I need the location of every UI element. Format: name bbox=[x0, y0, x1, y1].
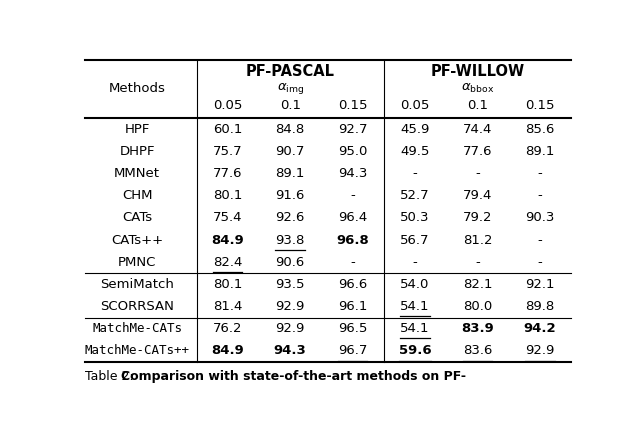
Text: 81.2: 81.2 bbox=[463, 234, 492, 247]
Text: $\alpha_\mathrm{bbox}$: $\alpha_\mathrm{bbox}$ bbox=[461, 82, 494, 95]
Text: 84.9: 84.9 bbox=[211, 344, 244, 357]
Text: 54.1: 54.1 bbox=[400, 300, 429, 313]
Text: 91.6: 91.6 bbox=[275, 189, 305, 202]
Text: Methods: Methods bbox=[109, 82, 166, 95]
Text: 92.7: 92.7 bbox=[338, 123, 367, 136]
Text: HPF: HPF bbox=[124, 123, 150, 136]
Text: 90.6: 90.6 bbox=[276, 256, 305, 269]
Text: 0.1: 0.1 bbox=[467, 99, 488, 112]
Text: 93.5: 93.5 bbox=[275, 278, 305, 291]
Text: 92.9: 92.9 bbox=[275, 322, 305, 335]
Text: 84.9: 84.9 bbox=[211, 234, 244, 247]
Text: 60.1: 60.1 bbox=[213, 123, 243, 136]
Text: CHM: CHM bbox=[122, 189, 152, 202]
Text: PF-WILLOW: PF-WILLOW bbox=[430, 64, 525, 79]
Text: 83.9: 83.9 bbox=[461, 322, 494, 335]
Text: 74.4: 74.4 bbox=[463, 123, 492, 136]
Text: $\alpha_\mathrm{img}$: $\alpha_\mathrm{img}$ bbox=[276, 81, 304, 96]
Text: 96.1: 96.1 bbox=[338, 300, 367, 313]
Text: 0.1: 0.1 bbox=[280, 99, 301, 112]
Text: -: - bbox=[413, 256, 417, 269]
Text: 75.4: 75.4 bbox=[213, 211, 243, 224]
Text: -: - bbox=[538, 256, 542, 269]
Text: 80.0: 80.0 bbox=[463, 300, 492, 313]
Text: PF-PASCAL: PF-PASCAL bbox=[246, 64, 335, 79]
Text: -: - bbox=[350, 189, 355, 202]
Text: 96.6: 96.6 bbox=[338, 278, 367, 291]
Text: -: - bbox=[538, 189, 542, 202]
Text: DHPF: DHPF bbox=[119, 145, 155, 158]
Text: 54.0: 54.0 bbox=[400, 278, 429, 291]
Text: -: - bbox=[413, 167, 417, 180]
Text: MatchMe-CATs++: MatchMe-CATs++ bbox=[84, 344, 189, 357]
Text: 96.7: 96.7 bbox=[338, 344, 367, 357]
Text: -: - bbox=[475, 167, 480, 180]
Text: SCORRSAN: SCORRSAN bbox=[100, 300, 174, 313]
Text: 92.6: 92.6 bbox=[275, 211, 305, 224]
Text: 56.7: 56.7 bbox=[400, 234, 429, 247]
Text: -: - bbox=[538, 167, 542, 180]
Text: 84.8: 84.8 bbox=[276, 123, 305, 136]
Text: 76.2: 76.2 bbox=[213, 322, 243, 335]
Text: 94.2: 94.2 bbox=[524, 322, 556, 335]
Text: 54.1: 54.1 bbox=[400, 322, 429, 335]
Text: 80.1: 80.1 bbox=[213, 278, 243, 291]
Text: 0.05: 0.05 bbox=[400, 99, 429, 112]
Text: 96.4: 96.4 bbox=[338, 211, 367, 224]
Text: MMNet: MMNet bbox=[114, 167, 160, 180]
Text: -: - bbox=[538, 234, 542, 247]
Text: 79.4: 79.4 bbox=[463, 189, 492, 202]
Text: CATs++: CATs++ bbox=[111, 234, 163, 247]
Text: 45.9: 45.9 bbox=[400, 123, 429, 136]
Text: -: - bbox=[475, 256, 480, 269]
Text: 90.7: 90.7 bbox=[275, 145, 305, 158]
Text: 79.2: 79.2 bbox=[463, 211, 492, 224]
Text: 89.8: 89.8 bbox=[525, 300, 554, 313]
Text: 96.8: 96.8 bbox=[336, 234, 369, 247]
Text: CATs: CATs bbox=[122, 211, 152, 224]
Text: 92.9: 92.9 bbox=[525, 344, 554, 357]
Text: PMNC: PMNC bbox=[118, 256, 156, 269]
Text: Table 2:: Table 2: bbox=[85, 370, 138, 383]
Text: 0.05: 0.05 bbox=[213, 99, 243, 112]
Text: 0.15: 0.15 bbox=[525, 99, 555, 112]
Text: 75.7: 75.7 bbox=[213, 145, 243, 158]
Text: 80.1: 80.1 bbox=[213, 189, 243, 202]
Text: 49.5: 49.5 bbox=[400, 145, 429, 158]
Text: 90.3: 90.3 bbox=[525, 211, 554, 224]
Text: 82.1: 82.1 bbox=[463, 278, 492, 291]
Text: 92.9: 92.9 bbox=[275, 300, 305, 313]
Text: 94.3: 94.3 bbox=[274, 344, 307, 357]
Text: 81.4: 81.4 bbox=[213, 300, 243, 313]
Text: 92.1: 92.1 bbox=[525, 278, 555, 291]
Text: 0.15: 0.15 bbox=[338, 99, 367, 112]
Text: 89.1: 89.1 bbox=[275, 167, 305, 180]
Text: SemiMatch: SemiMatch bbox=[100, 278, 174, 291]
Text: 77.6: 77.6 bbox=[213, 167, 243, 180]
Text: 83.6: 83.6 bbox=[463, 344, 492, 357]
Text: 85.6: 85.6 bbox=[525, 123, 554, 136]
Text: Comparison with state-of-the-art methods on PF-: Comparison with state-of-the-art methods… bbox=[121, 370, 466, 383]
Text: 50.3: 50.3 bbox=[400, 211, 429, 224]
Text: 95.0: 95.0 bbox=[338, 145, 367, 158]
Text: 77.6: 77.6 bbox=[463, 145, 492, 158]
Text: MatchMe-CATs: MatchMe-CATs bbox=[92, 322, 182, 335]
Text: 96.5: 96.5 bbox=[338, 322, 367, 335]
Text: 94.3: 94.3 bbox=[338, 167, 367, 180]
Text: 59.6: 59.6 bbox=[399, 344, 431, 357]
Text: 93.8: 93.8 bbox=[275, 234, 305, 247]
Text: -: - bbox=[350, 256, 355, 269]
Text: 89.1: 89.1 bbox=[525, 145, 554, 158]
Text: 52.7: 52.7 bbox=[400, 189, 430, 202]
Text: 82.4: 82.4 bbox=[213, 256, 243, 269]
